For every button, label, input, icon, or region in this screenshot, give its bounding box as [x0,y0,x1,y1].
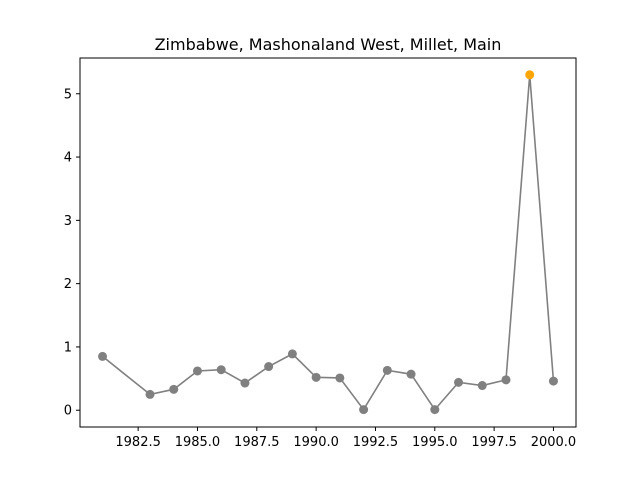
series-markers [98,70,558,415]
y-tick-label: 4 [64,151,72,166]
data-point [98,351,108,361]
data-point [335,373,345,383]
data-point [240,378,250,388]
y-tick-label: 3 [64,214,72,229]
data-point [382,365,392,375]
y-tick-label: 2 [64,277,72,292]
x-tick-label: 1982.5 [115,435,161,450]
data-point [406,369,416,379]
data-point [192,366,202,376]
chart-title: Zimbabwe, Mashonaland West, Millet, Main [155,35,502,54]
y-tick-label: 1 [64,340,72,355]
x-tick-label: 1997.5 [471,435,517,450]
y-tick-label: 0 [64,404,72,419]
x-tick-label: 1990.0 [293,435,339,450]
x-tick-label: 2000.0 [531,435,577,450]
data-point [454,377,464,387]
data-point [477,381,487,391]
axes: 1982.5 1985.0 1987.5 1990.0 1992.5 1995.0 1997… [64,57,577,450]
data-point [169,384,179,394]
series-line [102,74,555,412]
x-tick-label: 1995.0 [412,435,458,450]
plot-frame [79,57,577,428]
data-point [287,349,297,359]
data-point [430,405,440,415]
x-tick-label: 1992.5 [353,435,399,450]
data-point [359,405,369,415]
highlighted-data-point [525,70,535,80]
data-point [145,389,155,399]
series-line-layer [102,74,555,412]
data-point [501,375,511,385]
data-point [264,362,274,372]
x-tick-label: 1985.0 [175,435,221,450]
y-tick-label: 5 [64,87,72,102]
x-tick-label: 1987.5 [234,435,280,450]
data-point [311,372,321,382]
data-point [216,365,226,375]
data-point [548,376,558,386]
